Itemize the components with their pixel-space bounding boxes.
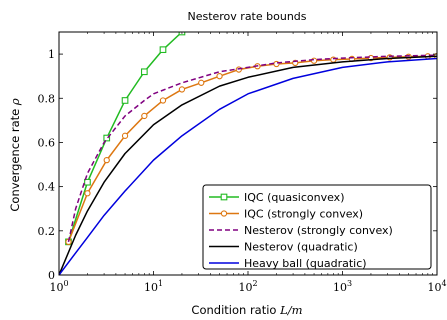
x-axis-label-math: L/m <box>279 303 303 317</box>
legend-label: Nesterov (quadratic) <box>244 241 358 254</box>
x-tick-label: 104 <box>427 279 446 294</box>
data-point <box>84 178 91 186</box>
x-tick-label: 103 <box>333 279 352 294</box>
x-tick-base: 10 <box>427 281 441 294</box>
x-tick-base: 10 <box>49 281 63 294</box>
data-point <box>216 73 223 80</box>
legend-entry: Nesterov (strongly convex) <box>209 224 393 237</box>
x-axis-label-text: Condition ratio <box>191 303 276 317</box>
x-tick-label: 101 <box>144 279 163 294</box>
data-point <box>310 57 318 64</box>
x-tick-exponent: 4 <box>441 279 446 288</box>
legend-label: Heavy ball (quadratic) <box>244 257 367 270</box>
series-line <box>59 57 437 275</box>
data-point <box>140 68 148 76</box>
data-point <box>198 79 205 86</box>
series-nesterov-strongly-convex <box>67 54 437 243</box>
legend-entry: Nesterov (quadratic) <box>209 241 358 254</box>
x-axis-label: Condition ratio L/m <box>191 303 302 317</box>
data-point <box>159 46 167 54</box>
y-tick-label: 0 <box>48 269 55 282</box>
data-point <box>141 112 148 120</box>
legend-marker <box>220 193 228 201</box>
legend-items: IQC (quasiconvex) IQC (strongly convex) Ne… <box>209 191 393 270</box>
data-point <box>159 97 167 104</box>
x-tick-label: 100 <box>49 279 68 294</box>
legend-label: IQC (quasiconvex) <box>244 191 345 204</box>
x-tick-base: 10 <box>144 281 158 294</box>
data-point <box>103 134 111 142</box>
x-tick-exponent: 2 <box>252 279 257 288</box>
legend-entry: IQC (strongly convex) <box>209 208 363 221</box>
legend-label: Nesterov (strongly convex) <box>244 224 393 237</box>
series-line <box>59 55 437 275</box>
y-tick-label: 0.8 <box>38 92 56 105</box>
chart-title: Nesterov rate bounds <box>187 10 306 23</box>
y-tick-label: 0.2 <box>38 225 56 238</box>
x-tick-label: 102 <box>238 279 257 294</box>
data-point <box>103 156 110 164</box>
legend-label: IQC (strongly convex) <box>244 208 363 221</box>
y-axis-label-math: ρ <box>8 98 22 106</box>
data-point <box>178 86 186 93</box>
x-tick-base: 10 <box>238 281 252 294</box>
data-point <box>121 97 129 104</box>
data-point <box>121 132 129 139</box>
series-nesterov-quadratic <box>59 55 437 275</box>
y-tick-label: 0.4 <box>38 181 56 194</box>
legend: IQC (quasiconvex) IQC (strongly convex) Ne… <box>202 184 432 270</box>
y-axis-label-text: Convergence rate <box>8 109 22 212</box>
x-tick-base: 10 <box>333 281 347 294</box>
x-tick-exponent: 3 <box>347 279 352 288</box>
legend-box <box>202 184 432 270</box>
legend-entry: Heavy ball (quadratic) <box>209 257 367 270</box>
data-point <box>84 190 91 197</box>
series-line <box>67 54 437 243</box>
y-axis-label: Convergence rate ρ <box>8 98 22 212</box>
x-tick-exponent: 0 <box>63 279 68 288</box>
y-tick-label: 1 <box>48 48 55 61</box>
series-heavy-ball-quadratic <box>59 57 437 275</box>
legend-marker <box>220 210 228 217</box>
x-tick-exponent: 1 <box>158 279 163 288</box>
legend-entry: IQC (quasiconvex) <box>209 191 345 204</box>
y-tick-label: 0.6 <box>38 136 56 149</box>
